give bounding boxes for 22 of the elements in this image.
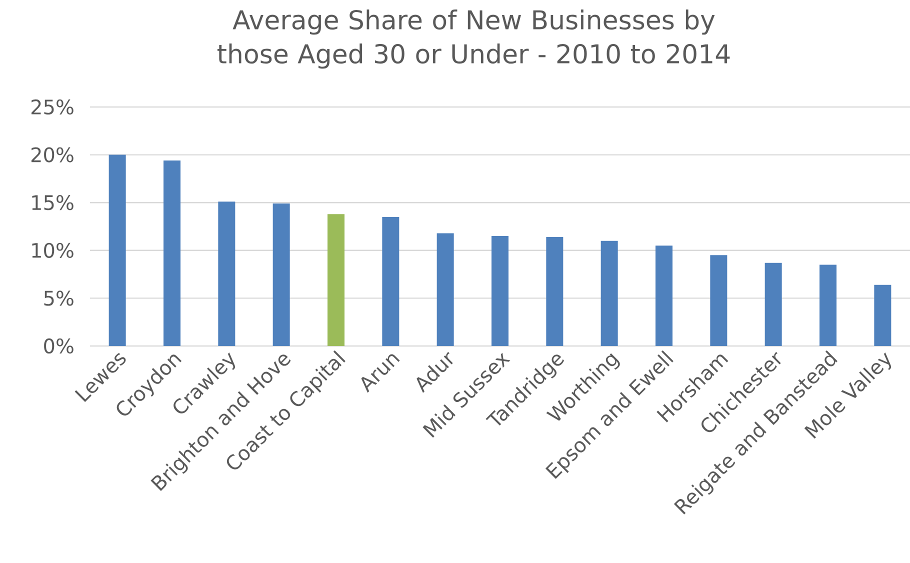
bar xyxy=(436,233,454,346)
y-tick-label: 20% xyxy=(31,147,74,162)
bar xyxy=(382,216,400,346)
y-tick-label: 10% xyxy=(32,242,74,258)
y-tick-label: 15% xyxy=(32,195,74,210)
bar xyxy=(874,284,892,346)
y-tick-label: 0% xyxy=(44,338,74,354)
bar xyxy=(218,202,236,346)
chart-title: Average Share of New Businesses by those Aged 30 or Under - 2010 to 2014 xyxy=(217,10,730,69)
y-tick-label: 25% xyxy=(31,99,74,115)
bar xyxy=(656,246,673,346)
bar xyxy=(108,154,126,346)
bar xyxy=(164,160,180,346)
bar xyxy=(546,237,564,346)
bar xyxy=(820,264,837,346)
bar xyxy=(328,214,345,346)
bar xyxy=(764,262,782,346)
bar xyxy=(710,255,728,346)
bar xyxy=(492,236,509,346)
bar xyxy=(600,240,618,346)
bar xyxy=(272,204,290,346)
y-tick-label: 5% xyxy=(44,290,74,306)
